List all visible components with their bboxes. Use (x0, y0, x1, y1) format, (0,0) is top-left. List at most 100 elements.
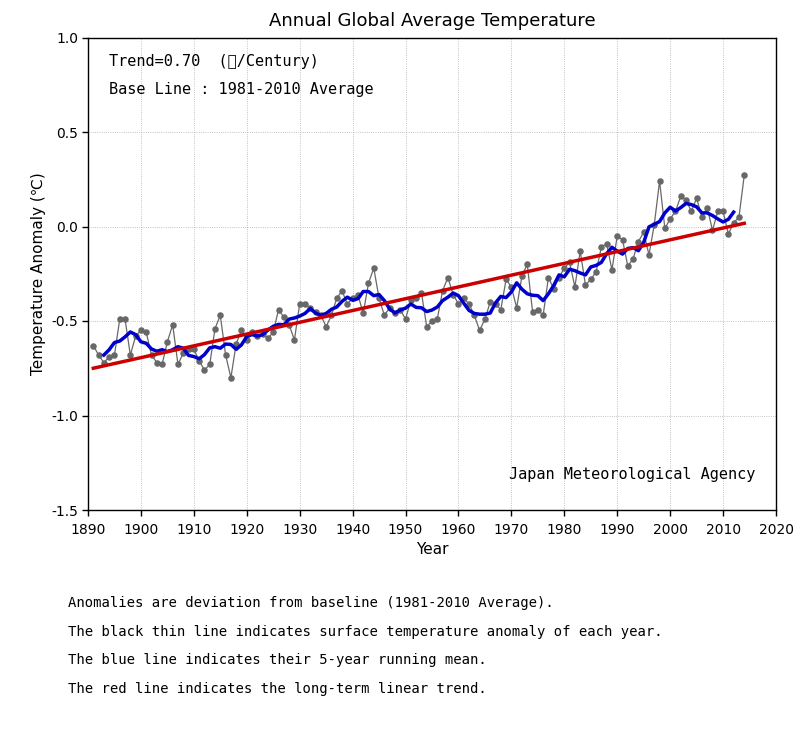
Point (542, 272, 555, 284)
Point (182, 344, 195, 355)
Point (468, 309, 481, 321)
Text: Japan Meteorological Agency: Japan Meteorological Agency (509, 466, 755, 482)
Point (346, 292, 359, 304)
Point (626, 253, 639, 265)
Point (701, 202, 714, 214)
Point (658, 223, 671, 235)
Point (415, 286, 428, 298)
Point (187, 344, 200, 355)
Point (309, 305, 322, 317)
Point (394, 304, 406, 316)
Point (177, 347, 190, 359)
Point (690, 192, 703, 204)
Point (563, 256, 576, 268)
Point (669, 206, 682, 218)
Point (638, 226, 650, 238)
Point (102, 351, 115, 363)
Point (632, 236, 645, 248)
Point (130, 330, 142, 342)
Point (653, 176, 666, 188)
Point (553, 272, 566, 284)
Point (717, 206, 730, 218)
Point (622, 260, 634, 272)
Point (282, 319, 295, 331)
Point (558, 262, 570, 274)
Point (367, 262, 380, 274)
Point (219, 349, 232, 361)
Point (722, 228, 734, 240)
Point (235, 325, 248, 337)
X-axis label: Year: Year (416, 542, 448, 557)
Point (288, 334, 301, 346)
Point (500, 274, 513, 286)
Point (405, 294, 418, 306)
Point (262, 332, 274, 344)
Point (124, 349, 137, 361)
Point (145, 349, 158, 361)
Y-axis label: Temperature Anomaly (℃): Temperature Anomaly (℃) (31, 172, 46, 375)
Point (304, 302, 317, 313)
Title: Annual Global Average Temperature: Annual Global Average Temperature (269, 13, 595, 31)
Point (118, 313, 131, 325)
Point (426, 315, 438, 327)
Point (351, 289, 364, 301)
Point (278, 311, 290, 323)
Point (203, 358, 216, 370)
Point (373, 292, 386, 304)
Point (521, 258, 534, 270)
Point (452, 298, 465, 310)
Point (140, 326, 153, 338)
Point (134, 325, 147, 337)
Point (537, 309, 550, 321)
Point (108, 349, 121, 361)
Point (114, 313, 126, 325)
Point (161, 336, 174, 348)
Point (478, 313, 491, 325)
Point (474, 325, 486, 337)
Point (616, 234, 629, 246)
Point (733, 211, 746, 223)
Text: Base Line : 1981-2010 Average: Base Line : 1981-2010 Average (109, 82, 374, 98)
Point (494, 304, 507, 316)
Point (458, 292, 470, 304)
Point (442, 272, 454, 284)
Point (198, 364, 211, 376)
Point (298, 298, 311, 310)
Point (378, 309, 390, 321)
Point (579, 279, 592, 291)
Point (267, 326, 280, 338)
Point (711, 206, 724, 218)
Point (246, 326, 258, 338)
Point (584, 274, 597, 286)
Point (531, 304, 544, 316)
Point (314, 309, 327, 321)
Point (446, 289, 459, 301)
Point (193, 355, 206, 367)
Point (569, 281, 582, 293)
Point (357, 308, 370, 320)
Point (98, 356, 110, 368)
Point (389, 308, 402, 320)
Point (251, 330, 264, 342)
Point (526, 305, 539, 317)
Point (515, 270, 528, 282)
Point (150, 356, 163, 368)
Point (325, 309, 338, 321)
Point (706, 224, 719, 236)
Text: The black thin line indicates surface temperature anomaly of each year.: The black thin line indicates surface te… (68, 625, 662, 639)
Point (256, 328, 269, 340)
Text: Trend=0.70  (℃/Century): Trend=0.70 (℃/Century) (109, 54, 318, 69)
Point (606, 264, 618, 276)
Text: The red line indicates the long-term linear trend.: The red line indicates the long-term lin… (68, 682, 486, 696)
Point (320, 321, 333, 333)
Point (595, 242, 608, 254)
Point (727, 217, 740, 229)
Point (294, 298, 306, 310)
Point (431, 313, 444, 325)
Point (590, 266, 602, 278)
Text: Anomalies are deviation from baseline (1981-2010 Average).: Anomalies are deviation from baseline (1… (68, 596, 554, 610)
Point (648, 218, 661, 230)
Point (214, 309, 226, 321)
Point (330, 292, 343, 304)
Point (230, 338, 242, 350)
